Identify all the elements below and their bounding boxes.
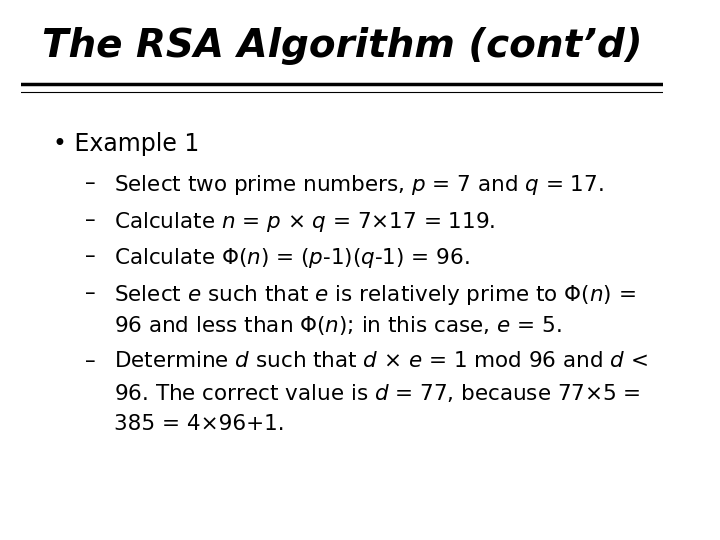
Text: Determine $d$ such that $d$ × $e$ = 1 mod 96 and $d$ <: Determine $d$ such that $d$ × $e$ = 1 mo…: [114, 351, 648, 371]
Text: 96. The correct value is $d$ = 77, because 77×5 =: 96. The correct value is $d$ = 77, becau…: [114, 382, 641, 404]
Text: Select two prime numbers, $p$ = 7 and $q$ = 17.: Select two prime numbers, $p$ = 7 and $q…: [114, 173, 604, 197]
Text: –: –: [86, 283, 96, 303]
Text: –: –: [86, 210, 96, 230]
Text: 96 and less than Φ($n$); in this case, $e$ = 5.: 96 and less than Φ($n$); in this case, $…: [114, 314, 562, 338]
Text: Select $e$ such that $e$ is relatively prime to Φ($n$) =: Select $e$ such that $e$ is relatively p…: [114, 283, 636, 307]
Text: Calculate Φ($n$) = ($p$-1)($q$-1) = 96.: Calculate Φ($n$) = ($p$-1)($q$-1) = 96.: [114, 246, 470, 270]
Text: Calculate $n$ = $p$ × $q$ = 7×17 = 119.: Calculate $n$ = $p$ × $q$ = 7×17 = 119.: [114, 210, 496, 233]
Text: –: –: [86, 351, 96, 371]
Text: • Example 1: • Example 1: [53, 132, 199, 156]
Text: –: –: [86, 173, 96, 193]
Text: 385 = 4×96+1.: 385 = 4×96+1.: [114, 414, 285, 434]
Text: The RSA Algorithm (cont’d): The RSA Algorithm (cont’d): [42, 27, 642, 65]
Text: –: –: [86, 246, 96, 266]
